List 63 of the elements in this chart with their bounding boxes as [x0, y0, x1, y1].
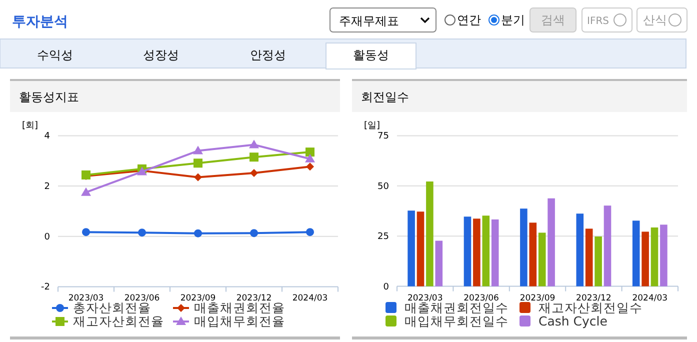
- bar: [576, 214, 584, 286]
- bar: [435, 240, 443, 286]
- text: 활동성: [353, 48, 389, 62]
- text: 성장성: [143, 48, 179, 62]
- bar: [520, 208, 528, 286]
- text: 분기: [501, 13, 525, 27]
- bar: [632, 220, 640, 286]
- point: [193, 146, 203, 154]
- bar: [642, 232, 649, 286]
- chart-title: 회전일수: [361, 90, 409, 104]
- text: IFRS: [587, 16, 609, 27]
- legend-label: 매입채무회전일수: [404, 314, 508, 328]
- bar: [650, 227, 658, 286]
- point: [250, 229, 258, 238]
- point: [138, 228, 146, 237]
- point: [306, 148, 314, 157]
- bar: [416, 212, 424, 286]
- point: [305, 154, 315, 162]
- text: 수익성: [37, 48, 73, 62]
- y-tick-label: 25: [378, 232, 389, 242]
- bar: [529, 222, 537, 286]
- y-tick-label: 0: [44, 232, 50, 242]
- point: [306, 228, 314, 236]
- point: [249, 140, 259, 148]
- point: [194, 229, 202, 238]
- point: [250, 152, 258, 162]
- y-tick-label: 4: [44, 132, 50, 142]
- bar: [585, 228, 593, 286]
- point: [306, 162, 314, 171]
- point: [82, 228, 90, 236]
- legend-label: 매입채무회전율: [194, 314, 285, 328]
- bar: [548, 198, 555, 286]
- text: 검색: [541, 13, 565, 27]
- text: 산식: [643, 13, 667, 27]
- text: 투자분석: [12, 14, 68, 30]
- text: 안정성: [250, 48, 286, 62]
- bar: [426, 181, 434, 286]
- y-tick-label: 0: [383, 282, 390, 292]
- point: [81, 187, 91, 196]
- x-tick-label: 2024/03: [292, 294, 328, 304]
- bar: [594, 236, 602, 286]
- y-axis-title: [일]: [364, 121, 380, 131]
- bar: [604, 206, 612, 286]
- bar: [464, 216, 472, 286]
- bar: [660, 224, 668, 286]
- legend-label: Cash Cycle: [538, 314, 608, 328]
- point: [194, 158, 202, 168]
- point: [250, 168, 258, 177]
- y-tick-label: -2: [41, 282, 50, 293]
- bar: [482, 216, 490, 286]
- text: 주재무제표: [339, 14, 399, 28]
- chart-title: 활동성지표: [19, 90, 79, 104]
- bar: [538, 232, 546, 286]
- point: [194, 173, 202, 182]
- y-tick-label: 75: [378, 132, 389, 142]
- text: 연간: [457, 13, 481, 27]
- y-tick-label: 2: [44, 182, 50, 192]
- y-axis-title: [회]: [22, 121, 38, 131]
- bar: [473, 218, 480, 286]
- legend-label: 재고자산회전율: [73, 314, 164, 328]
- y-tick-label: 50: [378, 182, 390, 192]
- bar: [491, 219, 499, 286]
- bar: [408, 210, 415, 286]
